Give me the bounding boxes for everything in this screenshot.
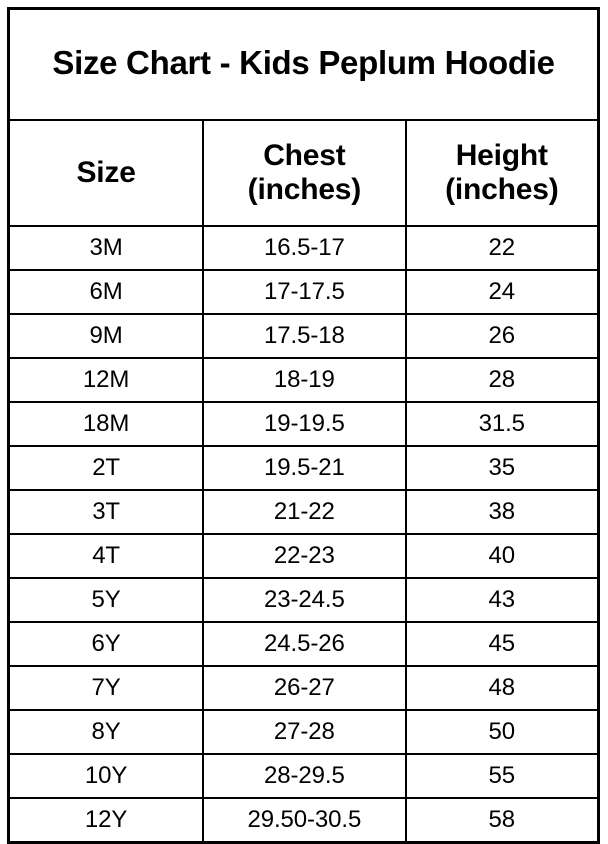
title-row: Size Chart - Kids Peplum Hoodie bbox=[7, 7, 600, 121]
cell-chest: 26-27 bbox=[202, 665, 407, 711]
table-row: 8Y 27-28 50 bbox=[7, 709, 600, 755]
size-chart-table: Size Chart - Kids Peplum Hoodie Size Che… bbox=[7, 7, 600, 844]
cell-chest: 17.5-18 bbox=[202, 313, 407, 359]
cell-height: 55 bbox=[404, 753, 600, 799]
table-row: 10Y 28-29.5 55 bbox=[7, 753, 600, 799]
cell-chest: 28-29.5 bbox=[202, 753, 407, 799]
table-row: 18M 19-19.5 31.5 bbox=[7, 401, 600, 447]
cell-height: 22 bbox=[404, 225, 600, 271]
table-row: 3T 21-22 38 bbox=[7, 489, 600, 535]
cell-height: 24 bbox=[404, 269, 600, 315]
cell-chest: 29.50-30.5 bbox=[202, 797, 407, 844]
cell-size: 18M bbox=[7, 401, 205, 447]
column-header-chest-unit: (inches) bbox=[247, 173, 362, 206]
table-row: 7Y 26-27 48 bbox=[7, 665, 600, 711]
cell-chest: 16.5-17 bbox=[202, 225, 407, 271]
cell-height: 31.5 bbox=[404, 401, 600, 447]
column-header-size: Size bbox=[7, 119, 205, 227]
cell-chest: 17-17.5 bbox=[202, 269, 407, 315]
cell-size: 9M bbox=[7, 313, 205, 359]
cell-size: 4T bbox=[7, 533, 205, 579]
cell-chest: 27-28 bbox=[202, 709, 407, 755]
cell-size: 5Y bbox=[7, 577, 205, 623]
cell-height: 28 bbox=[404, 357, 600, 403]
chart-title: Size Chart - Kids Peplum Hoodie bbox=[7, 7, 600, 121]
cell-size: 2T bbox=[7, 445, 205, 491]
column-header-chest-label: Chest bbox=[263, 139, 346, 173]
cell-chest: 22-23 bbox=[202, 533, 407, 579]
cell-height: 45 bbox=[404, 621, 600, 667]
table-row: 3M 16.5-17 22 bbox=[7, 225, 600, 271]
table-row: 2T 19.5-21 35 bbox=[7, 445, 600, 491]
cell-chest: 24.5-26 bbox=[202, 621, 407, 667]
column-header-height: Height (inches) bbox=[404, 119, 600, 227]
cell-size: 6Y bbox=[7, 621, 205, 667]
cell-size: 12Y bbox=[7, 797, 205, 844]
cell-chest: 21-22 bbox=[202, 489, 407, 535]
cell-height: 26 bbox=[404, 313, 600, 359]
size-chart-container: Size Chart - Kids Peplum Hoodie Size Che… bbox=[7, 7, 600, 844]
cell-height: 38 bbox=[404, 489, 600, 535]
table-row: 12M 18-19 28 bbox=[7, 357, 600, 403]
cell-size: 12M bbox=[7, 357, 205, 403]
cell-size: 6M bbox=[7, 269, 205, 315]
column-header-size-label: Size bbox=[76, 156, 136, 190]
header-row: Size Chest (inches) Height (inches) bbox=[7, 119, 600, 227]
cell-chest: 18-19 bbox=[202, 357, 407, 403]
cell-height: 48 bbox=[404, 665, 600, 711]
table-row: 5Y 23-24.5 43 bbox=[7, 577, 600, 623]
cell-size: 3T bbox=[7, 489, 205, 535]
cell-chest: 19.5-21 bbox=[202, 445, 407, 491]
cell-height: 40 bbox=[404, 533, 600, 579]
cell-chest: 19-19.5 bbox=[202, 401, 407, 447]
table-row: 12Y 29.50-30.5 58 bbox=[7, 797, 600, 844]
table-row: 9M 17.5-18 26 bbox=[7, 313, 600, 359]
table-row: 6M 17-17.5 24 bbox=[7, 269, 600, 315]
cell-height: 58 bbox=[404, 797, 600, 844]
column-header-height-label: Height bbox=[455, 139, 548, 173]
cell-size: 10Y bbox=[7, 753, 205, 799]
table-row: 6Y 24.5-26 45 bbox=[7, 621, 600, 667]
cell-height: 35 bbox=[404, 445, 600, 491]
cell-size: 3M bbox=[7, 225, 205, 271]
size-chart-body: Size Chart - Kids Peplum Hoodie Size Che… bbox=[7, 7, 600, 844]
cell-chest: 23-24.5 bbox=[202, 577, 407, 623]
cell-size: 7Y bbox=[7, 665, 205, 711]
table-row: 4T 22-23 40 bbox=[7, 533, 600, 579]
cell-height: 43 bbox=[404, 577, 600, 623]
column-header-chest: Chest (inches) bbox=[202, 119, 407, 227]
column-header-height-unit: (inches) bbox=[445, 173, 559, 206]
cell-size: 8Y bbox=[7, 709, 205, 755]
cell-height: 50 bbox=[404, 709, 600, 755]
